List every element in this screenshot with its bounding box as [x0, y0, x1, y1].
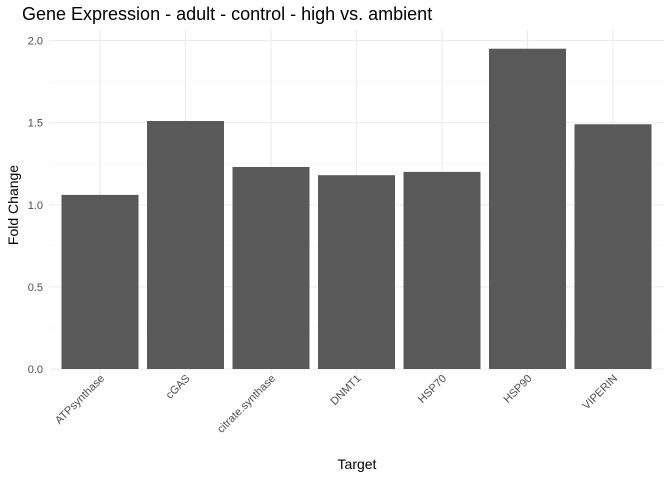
- chart-title: Gene Expression - adult - control - high…: [22, 4, 432, 24]
- x-axis-ticks: ATPsynthase cGAS citrate.synthase DNMT1 HSP7…: [53, 373, 620, 436]
- y-axis-ticks: 0.0 0.5 1.0 1.5 2.0: [28, 36, 43, 377]
- x-axis-title: Target: [338, 456, 377, 472]
- y-tick-label: 2.0: [28, 36, 43, 48]
- x-tick-label: citrate.synthase: [215, 373, 278, 436]
- bars: [61, 48, 652, 370]
- bar-viperin: [574, 124, 652, 369]
- x-tick-label: ATPsynthase: [53, 373, 107, 427]
- y-axis-title: Fold Change: [5, 165, 21, 245]
- y-tick-label: 1.0: [28, 200, 43, 212]
- y-tick-label: 0.0: [28, 364, 43, 376]
- x-tick-label: cGAS: [164, 373, 193, 402]
- x-tick-label: VIPERIN: [581, 373, 621, 413]
- y-tick-label: 0.5: [28, 282, 43, 294]
- bar-citrate-synthase: [232, 166, 310, 369]
- y-tick-label: 1.5: [28, 118, 43, 130]
- bar-hsp70: [403, 171, 481, 369]
- bar-dnmt1: [318, 175, 395, 369]
- x-tick-label: HSP70: [416, 373, 449, 406]
- bar-hsp90: [489, 48, 566, 370]
- bar-cgas: [147, 120, 224, 369]
- x-tick-label: DNMT1: [328, 373, 363, 408]
- bar-atpsynthase: [61, 194, 139, 369]
- x-tick-label: HSP90: [501, 373, 534, 406]
